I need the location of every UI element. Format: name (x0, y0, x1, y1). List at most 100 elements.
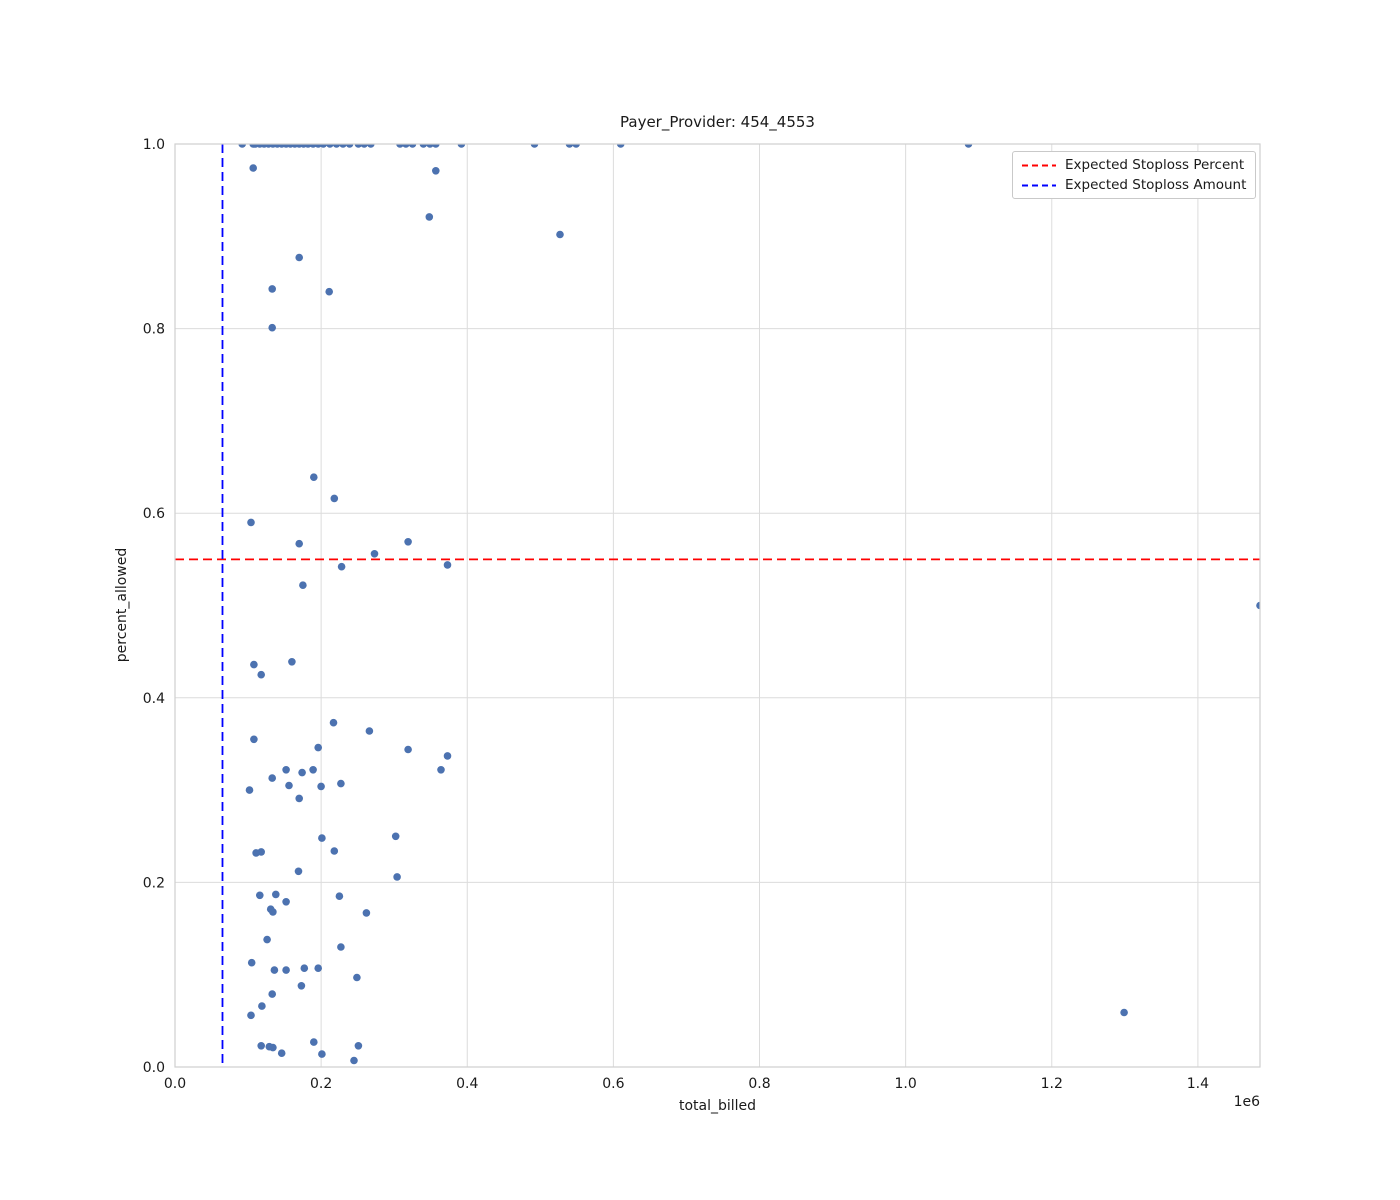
scatter-point (337, 562, 346, 571)
scatter-point (432, 167, 440, 175)
scatter-point (345, 144, 354, 148)
scatter-point (270, 966, 279, 974)
scatter-point (319, 144, 328, 148)
scatter-point (408, 144, 417, 148)
scatter-point (362, 909, 371, 917)
x-axis-offset-text: 1e6 (1233, 1094, 1260, 1110)
scatter-point (250, 660, 258, 669)
red-dashed-line-icon (1022, 164, 1056, 166)
x-tick-label: 1.2 (1041, 1076, 1063, 1092)
x-tick-label: 0.2 (310, 1076, 332, 1092)
scatter-point (329, 718, 338, 727)
scatter-point (300, 964, 309, 972)
scatter-point (419, 144, 428, 148)
scatter-point (268, 285, 277, 293)
scatter-point (282, 766, 290, 774)
scatter-point (268, 323, 277, 332)
scatter-point (330, 847, 339, 855)
blue-dashed-line-icon (1022, 184, 1056, 186)
scatter-point (282, 966, 290, 974)
scatter-point (257, 848, 266, 856)
scatter-point (269, 1043, 277, 1052)
scatter-point (443, 561, 452, 569)
legend: Expected Stoploss Percent Expected Stopl… (1012, 151, 1257, 199)
scatter-point (1120, 1008, 1128, 1017)
scatter-point (294, 867, 303, 876)
scatter-point (255, 891, 264, 900)
scatter-point (277, 1049, 286, 1057)
legend-label: Expected Stoploss Amount (1065, 177, 1247, 193)
x-tick-label: 1.4 (1187, 1076, 1209, 1092)
scatter-point (360, 144, 368, 148)
scatter-point (365, 727, 374, 735)
scatter-point (282, 898, 290, 906)
scatter-point (337, 943, 345, 951)
scatter-point (245, 786, 254, 794)
scatter-point (572, 144, 580, 148)
scatter-point (298, 768, 306, 777)
x-tick-label: 1.0 (895, 1076, 917, 1092)
y-tick-label: 0.2 (143, 875, 165, 891)
scatter-point (404, 745, 412, 754)
scatter-point (443, 752, 452, 760)
y-tick-label: 1.0 (143, 137, 165, 153)
scatter-point (238, 144, 246, 148)
scatter-point (350, 1056, 358, 1065)
scatter-point (457, 144, 466, 148)
scatter-point (249, 164, 257, 172)
scatter-point (268, 774, 277, 782)
scatter-point (425, 213, 434, 221)
scatter-point (310, 473, 318, 482)
scatter-point (616, 144, 625, 148)
x-tick-label: 0.0 (164, 1076, 186, 1092)
scatter-point (247, 518, 255, 527)
scatter-point (402, 144, 410, 148)
scatter-point (339, 144, 347, 148)
scatter-point (247, 1011, 255, 1020)
scatter-point (285, 781, 293, 790)
scatter-point (297, 982, 306, 990)
scatter-point (393, 873, 401, 881)
plot-area (175, 144, 1260, 1067)
scatter-point (299, 581, 307, 589)
x-tick-label: 0.4 (456, 1076, 478, 1092)
scatter-point (288, 658, 296, 666)
scatter-point (257, 1042, 266, 1050)
scatter-point (263, 935, 271, 944)
x-tick-label: 0.8 (748, 1076, 770, 1092)
scatter-point (326, 144, 334, 148)
legend-item-stoploss-amount: Expected Stoploss Amount (1022, 177, 1246, 193)
y-tick-label: 0.0 (143, 1060, 165, 1076)
scatter-point (295, 539, 304, 548)
scatter-point (318, 1050, 326, 1058)
scatter-point (295, 794, 304, 803)
y-axis-label: percent_allowed (114, 547, 130, 663)
scatter-point (317, 782, 325, 791)
scatter-point (426, 144, 434, 148)
scatter-point (354, 1042, 363, 1050)
scatter-point (432, 144, 440, 148)
scatter-point (396, 144, 404, 148)
scatter-point (330, 494, 339, 503)
scatter-point (247, 958, 256, 967)
x-tick-label: 0.6 (602, 1076, 624, 1092)
scatter-point (1256, 601, 1260, 610)
scatter-point (565, 144, 574, 148)
scatter-point (337, 779, 345, 788)
scatter-point (332, 144, 341, 148)
scatter-point (964, 144, 973, 148)
scatter-point (269, 908, 277, 916)
scatter-point (257, 670, 266, 679)
scatter-point (335, 892, 344, 900)
axes-spines (174, 143, 1261, 1068)
x-axis-label: total_billed (678, 1098, 757, 1114)
scatter-point (530, 144, 539, 148)
scatter-point (354, 144, 363, 148)
scatter-point (318, 834, 326, 842)
y-tick-label: 0.4 (143, 691, 165, 707)
scatter-point (250, 735, 258, 744)
scatter-point (268, 990, 277, 998)
plot-title: Payer_Provider: 454_4553 (620, 113, 815, 131)
